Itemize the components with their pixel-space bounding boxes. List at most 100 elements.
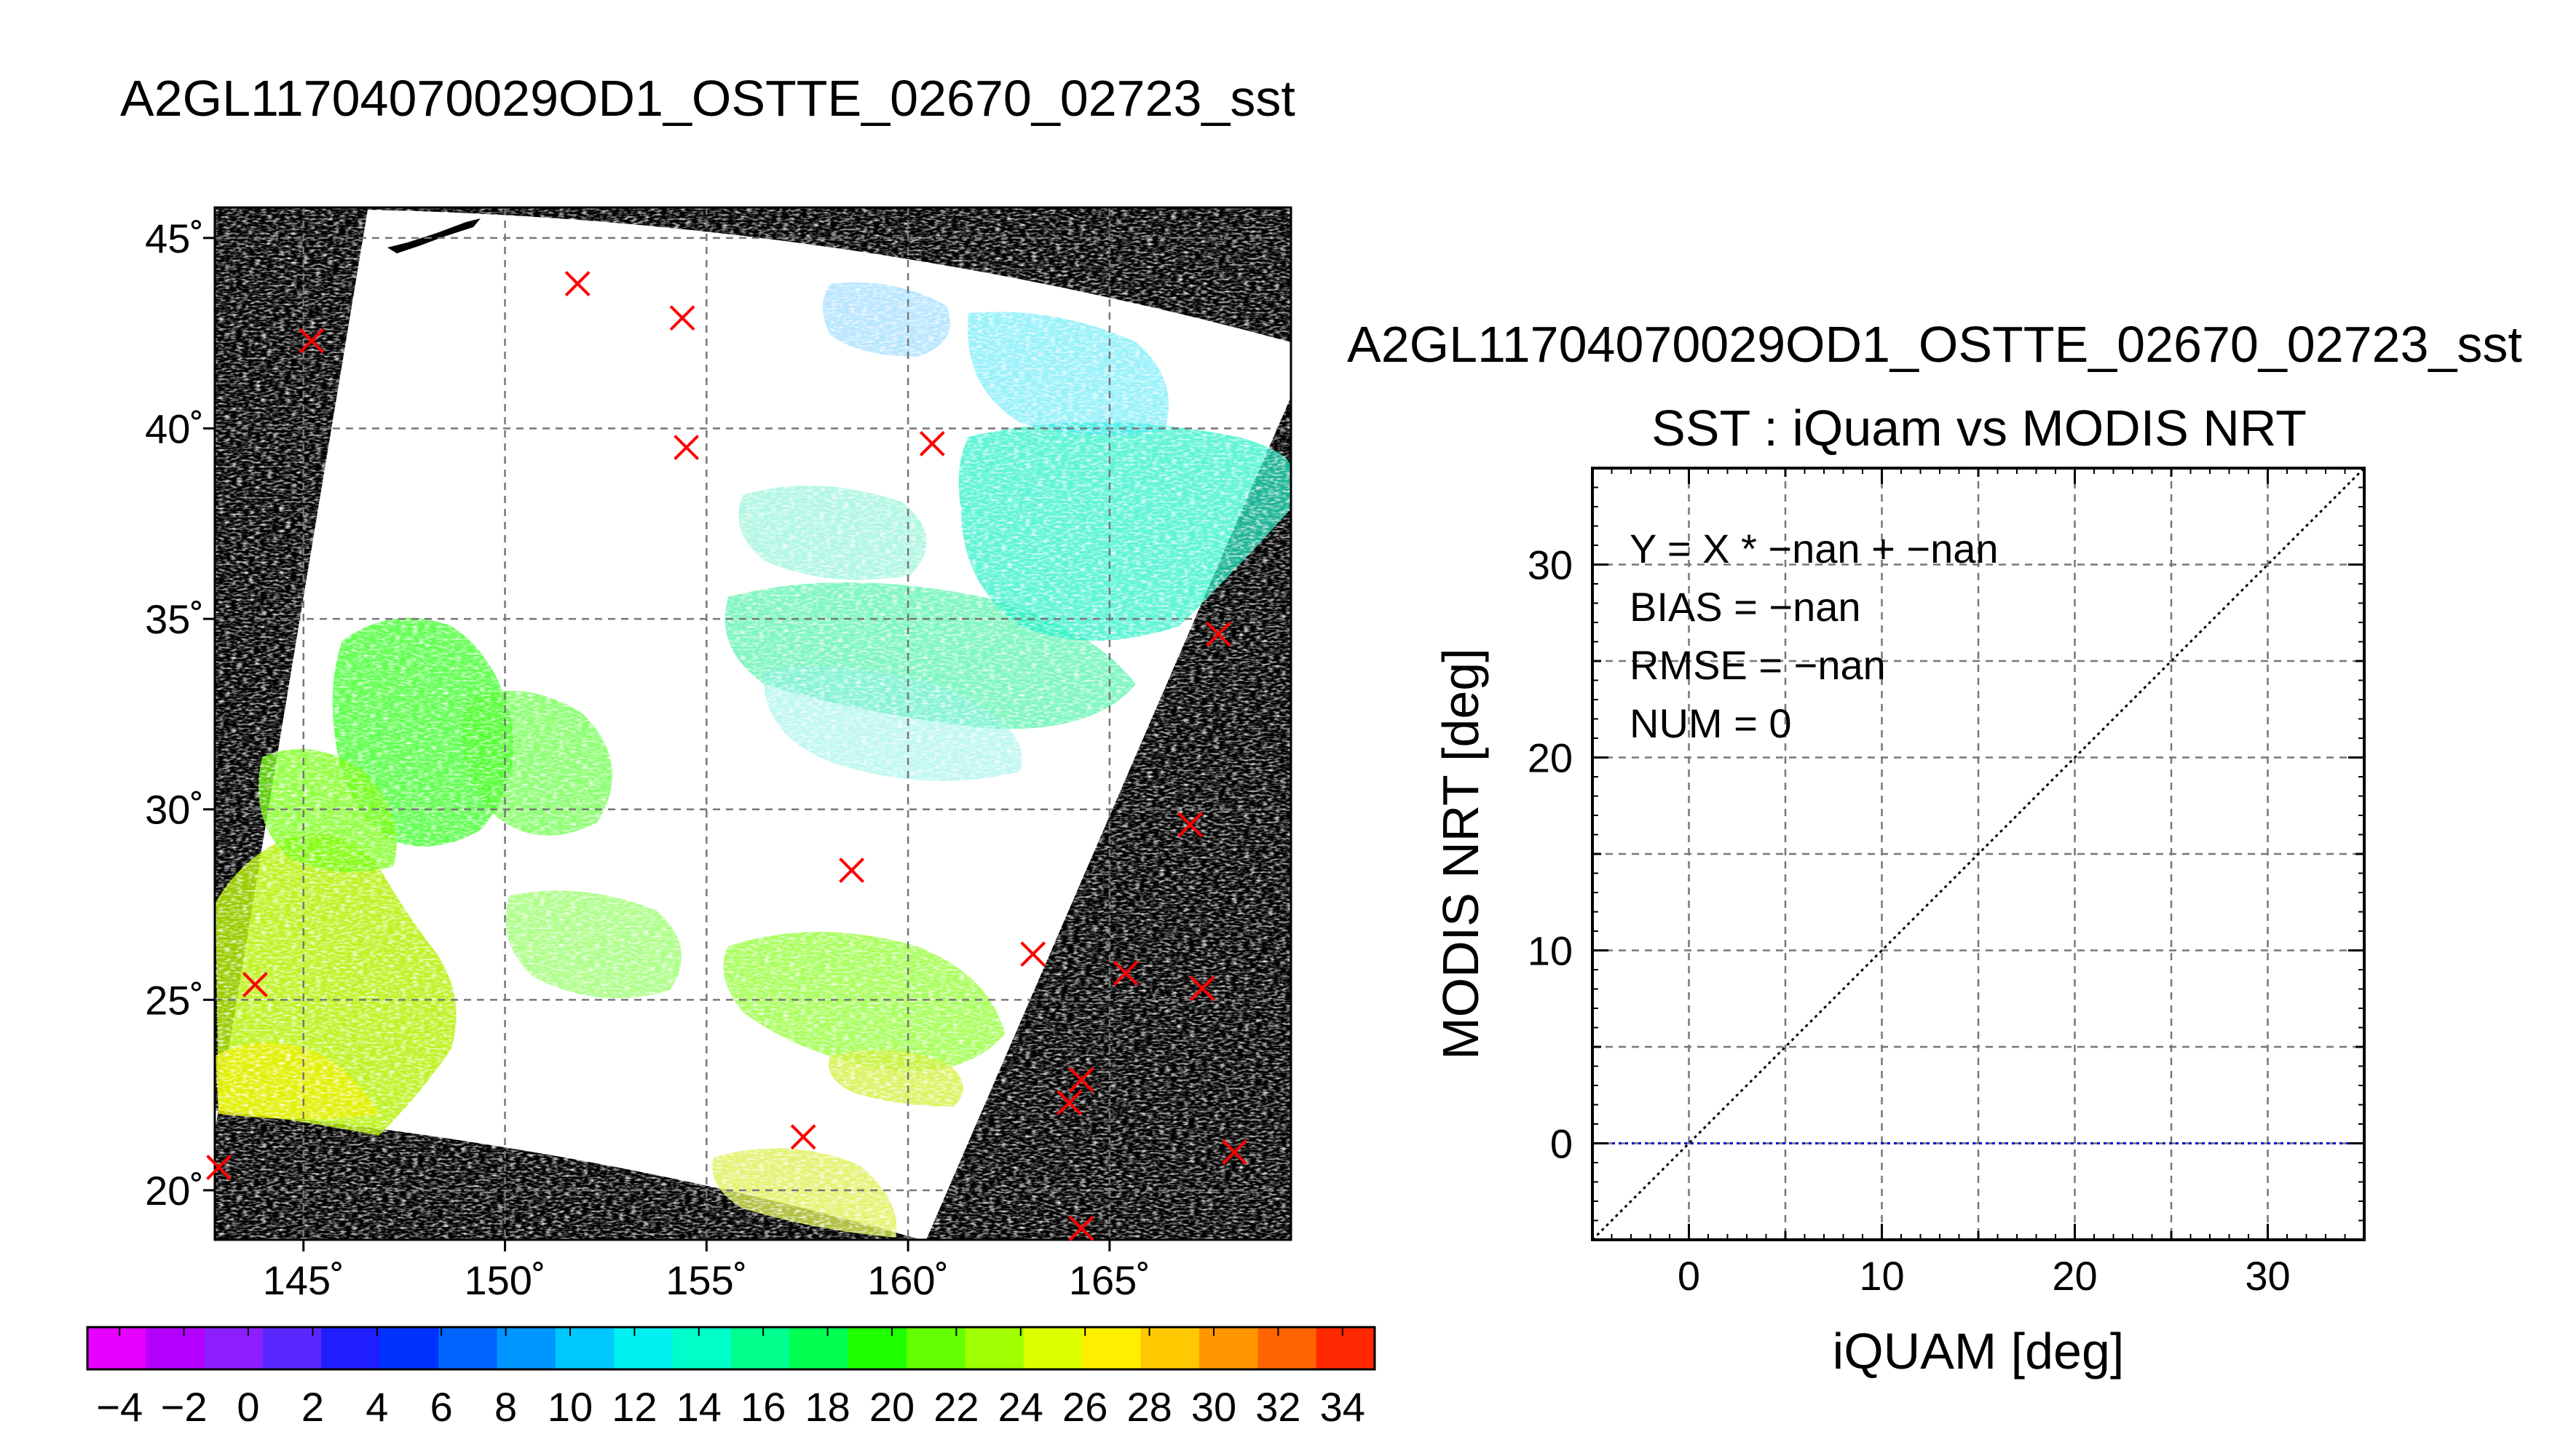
colorbar-cell-13 <box>848 1327 907 1369</box>
lat-tick-label-4: 40˚ <box>145 405 204 451</box>
colorbar-cell-9 <box>614 1327 674 1369</box>
colorbar-cell-2 <box>204 1327 264 1369</box>
colorbar-label-3: 2 <box>301 1384 324 1430</box>
matchup-marker-17 <box>1068 1215 1094 1241</box>
stats-annotation-3: NUM = 0 <box>1630 700 1792 746</box>
colorbar-label-8: 12 <box>612 1384 657 1430</box>
colorbar-label-13: 22 <box>933 1384 979 1430</box>
colorbar-cell-10 <box>672 1327 732 1369</box>
y-tick-label-30: 30 <box>1528 542 1573 588</box>
land-outline-north <box>387 218 481 253</box>
scatter-title-line2: SST : iQuam vs MODIS NRT <box>1651 400 2307 456</box>
colorbar-label-0: −4 <box>96 1384 143 1430</box>
matchup-marker-16 <box>1222 1139 1247 1166</box>
scatter-plot: A2GL11704070029OD1_OSTTE_02670_02723_sst… <box>1347 316 2522 1380</box>
matchup-marker-0 <box>299 328 325 354</box>
colorbar-cell-16 <box>1023 1327 1083 1369</box>
colorbar: −4 −2 0 2 4 6 8 10 12 14 16 18 20 22 24 26 28 30 32 34 <box>86 1326 1376 1430</box>
matchup-marker-1 <box>564 271 591 297</box>
lat-tick-label-1: 25˚ <box>145 977 204 1023</box>
lat-tick-label-2: 30˚ <box>145 787 204 833</box>
identity-line <box>1591 467 2366 1241</box>
matchup-marker-3 <box>674 435 700 461</box>
lon-tick-label-0: 145˚ <box>263 1257 344 1303</box>
colorbar-frame <box>86 1326 1376 1371</box>
colorbar-label-4: 4 <box>366 1384 388 1430</box>
scatter-reference-lines <box>1591 467 2366 1241</box>
colorbar-cells <box>87 1327 1375 1369</box>
colorbar-label-10: 16 <box>741 1384 786 1430</box>
scatter-title-line1: A2GL11704070029OD1_OSTTE_02670_02723_sst <box>1347 316 2522 373</box>
colorbar-label-7: 10 <box>548 1384 593 1430</box>
lon-tick-label-1: 150˚ <box>465 1257 546 1303</box>
matchup-marker-9 <box>1020 941 1046 967</box>
colorbar-label-17: 30 <box>1191 1384 1236 1430</box>
colorbar-cell-15 <box>965 1327 1024 1369</box>
colorbar-cell-5 <box>379 1327 439 1369</box>
scatter-ticks: 0 10 20 30 0 10 20 30 <box>1528 467 2366 1299</box>
page-title: A2GL11704070029OD1_OSTTE_02670_02723_sst <box>120 70 1295 127</box>
colorbar-cell-19 <box>1198 1327 1258 1369</box>
matchup-marker-14 <box>790 1124 816 1150</box>
colorbar-label-6: 8 <box>494 1384 517 1430</box>
cloud-mask-texture <box>215 207 1291 1240</box>
lon-tick-label-4: 165˚ <box>1069 1257 1150 1303</box>
matchup-markers <box>206 271 1247 1241</box>
colorbar-label-11: 18 <box>805 1384 850 1430</box>
colorbar-cell-12 <box>789 1327 849 1369</box>
x-axis-label: iQUAM [deg] <box>1833 1323 2125 1380</box>
stats-annotation-2: RMSE = −nan <box>1630 642 1886 688</box>
y-axis-label: MODIS NRT [deg] <box>1432 648 1489 1059</box>
lat-tick-label-3: 35˚ <box>145 596 204 642</box>
map-frame <box>213 206 1292 1241</box>
lat-tick-label-5: 45˚ <box>145 215 204 261</box>
colorbar-cell-11 <box>731 1327 790 1369</box>
colorbar-label-16: 28 <box>1126 1384 1172 1430</box>
lon-tick-label-3: 160˚ <box>867 1257 949 1303</box>
matchup-marker-15 <box>206 1155 232 1180</box>
matchup-marker-7 <box>839 858 865 883</box>
colorbar-cell-18 <box>1140 1327 1200 1369</box>
colorbar-cell-1 <box>146 1327 205 1369</box>
matchup-marker-8 <box>242 972 268 997</box>
y-tick-label-20: 20 <box>1528 735 1573 781</box>
colorbar-label-12: 20 <box>869 1384 915 1430</box>
colorbar-label-14: 24 <box>998 1384 1043 1430</box>
y-tick-label-0: 0 <box>1550 1121 1573 1167</box>
colorbar-label-5: 6 <box>430 1384 453 1430</box>
colorbar-label-18: 32 <box>1255 1384 1300 1430</box>
x-tick-label-0: 0 <box>1678 1253 1700 1299</box>
stats-annotation-0: Y = X * −nan + −nan <box>1630 526 1999 571</box>
colorbar-label-15: 26 <box>1062 1384 1107 1430</box>
matchup-marker-4 <box>919 430 945 456</box>
x-tick-label-10: 10 <box>1859 1253 1904 1299</box>
x-tick-label-20: 20 <box>2052 1253 2097 1299</box>
matchup-marker-11 <box>1189 976 1215 1002</box>
colorbar-label-9: 14 <box>676 1384 722 1430</box>
colorbar-tick-labels: −4 −2 0 2 4 6 8 10 12 14 16 18 20 22 24 26 28 30 32 34 <box>96 1327 1365 1430</box>
map-tick-labels: 145˚ 150˚ 155˚ 160˚ 165˚ 20˚ 25˚ 30˚ 35˚ 40˚ 45˚ <box>145 215 1150 1303</box>
matchup-marker-12 <box>1068 1067 1094 1093</box>
colorbar-cell-8 <box>555 1327 615 1369</box>
matchup-marker-5 <box>1205 621 1231 647</box>
stats-annotations: Y = X * −nan + −nan BIAS = −nan RMSE = −na… <box>1630 526 1999 746</box>
colorbar-label-19: 34 <box>1320 1384 1365 1430</box>
colorbar-cell-21 <box>1316 1327 1375 1369</box>
colorbar-label-2: 0 <box>237 1384 259 1430</box>
map-gridlines <box>215 207 1291 1240</box>
colorbar-cell-0 <box>87 1327 146 1369</box>
colorbar-cell-7 <box>497 1327 556 1369</box>
sst-map: 145˚ 150˚ 155˚ 160˚ 165˚ 20˚ 25˚ 30˚ 35˚ 40˚ 45˚ <box>145 206 1292 1303</box>
y-tick-label-10: 10 <box>1528 928 1573 974</box>
matchup-marker-6 <box>1177 812 1204 838</box>
x-tick-label-30: 30 <box>2245 1253 2290 1299</box>
stats-annotation-1: BIAS = −nan <box>1630 584 1861 630</box>
colorbar-label-1: −2 <box>161 1384 208 1430</box>
colorbar-cell-17 <box>1082 1327 1142 1369</box>
matchup-marker-13 <box>1057 1090 1082 1116</box>
matchup-marker-10 <box>1113 960 1139 986</box>
matchup-marker-2 <box>669 305 695 331</box>
lon-tick-label-2: 155˚ <box>666 1257 747 1303</box>
colorbar-cell-20 <box>1257 1327 1317 1369</box>
